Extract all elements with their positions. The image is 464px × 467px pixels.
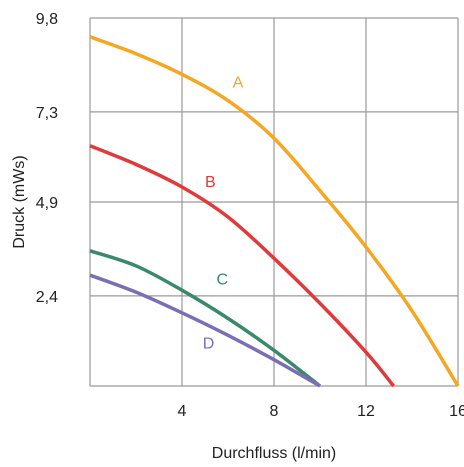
tick-labels: 4 8 12 16 2,4 4,9 7,3 9,8	[36, 11, 464, 420]
series-label-a: A	[233, 74, 244, 91]
y-tick-label: 2,4	[36, 289, 58, 306]
y-axis-label: Druck (mWs)	[11, 155, 28, 248]
series-line-b	[89, 144, 395, 388]
x-tick-label: 12	[357, 403, 375, 420]
series-lines	[89, 35, 460, 388]
series-line-a	[89, 35, 460, 387]
x-tick-label: 8	[270, 403, 279, 420]
x-axis-label: Durchfluss (l/min)	[212, 445, 336, 462]
series-line-c	[89, 249, 322, 388]
x-tick-label: 4	[178, 403, 187, 420]
series-labels: A B C D	[203, 74, 244, 352]
series-label-d: D	[203, 335, 215, 352]
y-tick-label: 4,9	[36, 195, 58, 212]
series-line-d	[89, 273, 321, 388]
y-tick-label: 7,3	[36, 105, 58, 122]
series-label-c: C	[217, 272, 229, 289]
grid-lines	[89, 17, 459, 387]
y-tick-label: 9,8	[36, 11, 58, 28]
series-label-b: B	[205, 174, 216, 191]
x-tick-label: 16	[449, 403, 464, 420]
